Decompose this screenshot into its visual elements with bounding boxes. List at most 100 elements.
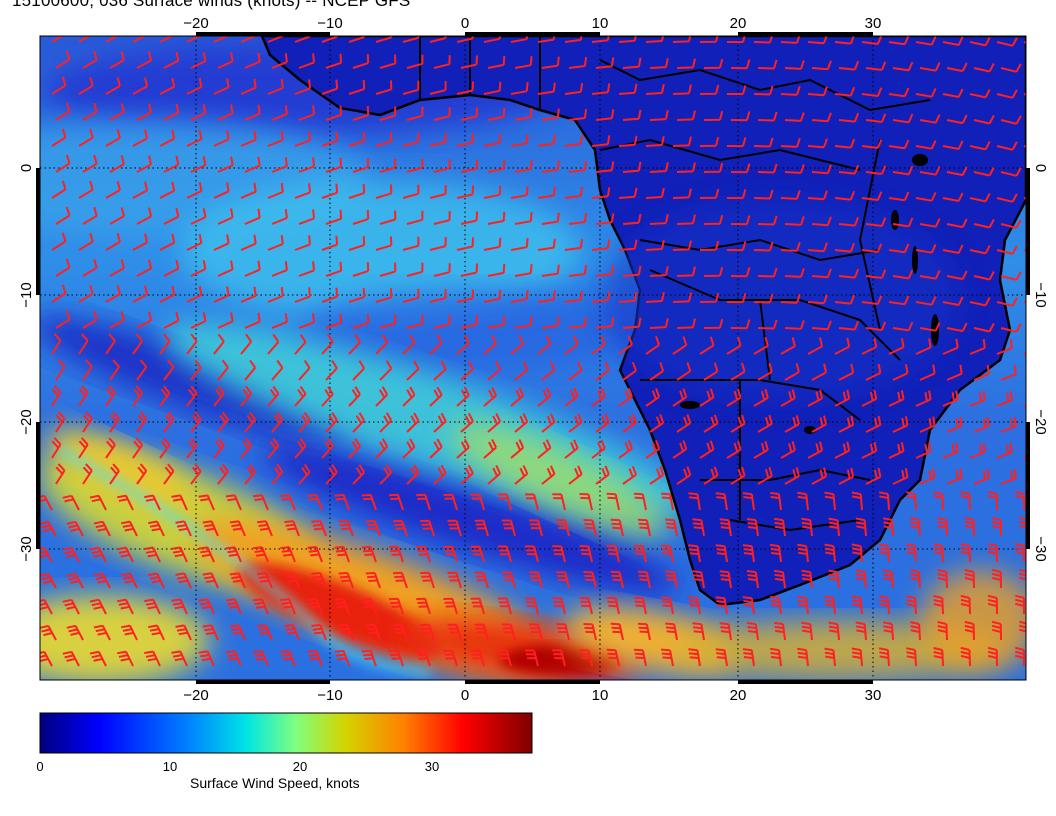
wind-barb [416, 649, 431, 667]
wind-barb [996, 89, 1018, 99]
wind-barb [973, 468, 990, 485]
wind-barb [525, 597, 539, 615]
wind-barb [552, 649, 566, 667]
wind-barb [510, 134, 529, 147]
wind-barb [780, 189, 801, 200]
wind-barb [406, 106, 424, 121]
wind-barb [159, 385, 171, 407]
wind-barb [541, 413, 556, 433]
wind-barb [40, 546, 53, 563]
wind-barb [352, 158, 370, 173]
wind-barb [595, 57, 615, 69]
wind-barb [136, 463, 148, 485]
wind-barb [375, 386, 389, 407]
wind-barb [132, 36, 147, 43]
wind-barb [136, 259, 153, 277]
wind-barb [865, 269, 887, 279]
wind-barb [942, 390, 959, 407]
wind-barb [406, 464, 420, 485]
wind-barb [365, 571, 381, 589]
wind-barb [637, 622, 651, 641]
wind-barb [66, 572, 84, 589]
wind-barb [361, 597, 377, 615]
colorbar-tick: 20 [292, 759, 308, 774]
wind-barb [136, 359, 148, 381]
colorbar [39, 712, 533, 754]
wind-barb [1019, 516, 1026, 529]
wind-barb [838, 164, 860, 175]
wind-barb [40, 650, 53, 667]
wind-barb [541, 160, 560, 173]
wind-barb [334, 597, 350, 615]
wind-barb [919, 270, 941, 280]
wind-barb [298, 463, 311, 485]
wind-barb [618, 387, 633, 407]
wind-barb [773, 517, 786, 537]
wind-barb [334, 493, 350, 511]
wind-barb [834, 441, 851, 459]
wind-barb [537, 82, 556, 95]
wind-barb [780, 337, 796, 355]
wind-barb [676, 214, 696, 225]
wind-barb [82, 154, 98, 173]
wind-barb [541, 212, 560, 225]
wind-barb [325, 53, 343, 69]
wind-barb [960, 490, 971, 511]
wind-barb [933, 543, 944, 563]
wind-barb [105, 437, 116, 459]
wind-barb [661, 596, 674, 615]
wind-barb [240, 182, 257, 199]
wind-barb [676, 110, 696, 121]
wind-barb [121, 572, 138, 589]
wind-barb [229, 624, 246, 641]
wind-barb [699, 188, 720, 199]
wind-barb [780, 85, 801, 96]
wind-barb [1000, 469, 1017, 485]
wind-barb [352, 210, 370, 225]
wind-barb [487, 107, 506, 121]
wind-barb [144, 546, 161, 563]
wind-barb [699, 292, 720, 303]
wind-barb [348, 334, 361, 355]
wind-barb [811, 320, 832, 331]
wind-barb [93, 624, 111, 641]
wind-barb [298, 53, 315, 69]
wind-barb [807, 389, 824, 407]
wind-barb [40, 520, 57, 537]
wind-barb [942, 192, 964, 202]
wind-barb [256, 624, 273, 641]
wind-barb [973, 364, 990, 381]
wind-barb [406, 210, 424, 225]
wind-barb [406, 158, 424, 173]
wind-barb [996, 339, 1013, 355]
wind-barb [474, 623, 489, 641]
wind-barb [541, 264, 560, 277]
wind-barb [352, 464, 365, 485]
wind-barb [51, 128, 67, 147]
wind-barb [987, 542, 998, 563]
wind-barb [910, 621, 921, 641]
wind-barb [456, 36, 474, 43]
wind-barb [715, 596, 728, 615]
wind-barb [568, 465, 583, 485]
wind-barb [311, 520, 327, 537]
wind-barb [271, 359, 284, 381]
wind-barb [960, 594, 971, 615]
wind-barb [622, 265, 642, 277]
wind-barb [699, 36, 719, 43]
wind-barb [834, 190, 856, 201]
wind-barb [946, 62, 968, 73]
wind-barb [579, 597, 593, 615]
wind-barb [406, 262, 424, 277]
wind-barb [186, 385, 198, 407]
wind-barb [321, 36, 339, 43]
wind-barb [117, 546, 134, 563]
wind-barb [757, 362, 773, 381]
wind-barb [591, 83, 611, 95]
wind-barb [392, 571, 408, 589]
wind-barb [828, 569, 840, 589]
wind-barb [256, 572, 273, 589]
wind-barb [483, 81, 502, 95]
wind-barb [996, 37, 1018, 47]
wind-barb [136, 207, 153, 225]
